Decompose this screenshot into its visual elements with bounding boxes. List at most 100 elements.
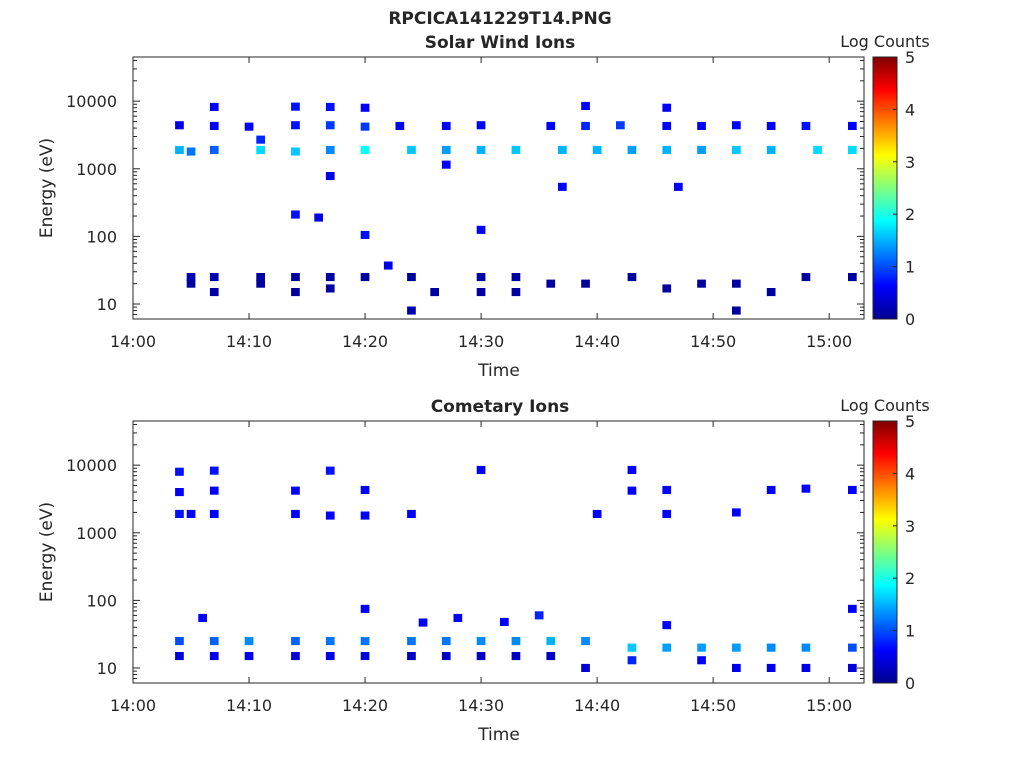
y-ticks: 10 100 1000 10000 [66, 423, 864, 684]
heatmap-cell [662, 643, 672, 652]
heatmap-cell [291, 486, 300, 495]
heatmap-cell [360, 604, 370, 613]
heatmap-cell [732, 663, 741, 672]
colorbar-tick-label: 0 [905, 674, 915, 693]
heatmap-cell [581, 637, 590, 646]
heatmap-cell [209, 121, 219, 130]
heatmap-cell [430, 288, 439, 297]
heatmap-cell [175, 121, 184, 130]
x-tick-label: 14:10 [226, 332, 272, 351]
heatmap-cell [766, 288, 776, 297]
heatmap-cell [662, 121, 672, 130]
x-tick-label: 14:30 [458, 332, 504, 351]
heatmap-cell [662, 284, 672, 293]
heatmap-cell [360, 637, 370, 646]
x-tick-label: 15:00 [806, 696, 852, 715]
heatmap-cell [732, 145, 741, 154]
heatmap-cell [662, 509, 672, 518]
heatmap-cell [407, 652, 416, 661]
heatmap-cell [291, 121, 300, 130]
heatmap-cell [209, 273, 219, 282]
heatmap-cell [244, 122, 254, 131]
heatmap-cell [383, 261, 393, 270]
plot-frame [132, 56, 865, 320]
heatmap-cell [407, 145, 416, 154]
heatmap-cell [476, 273, 486, 282]
y-tick-label: 1000 [76, 160, 117, 179]
heatmap-cell [209, 652, 219, 661]
heatmap-cell [511, 273, 521, 282]
x-tick-label: 14:40 [574, 696, 620, 715]
x-tick-label: 14:20 [342, 696, 388, 715]
plot-frame [132, 420, 865, 684]
heatmap-cell [360, 103, 370, 112]
x-tick-label: 14:30 [458, 696, 504, 715]
heatmap-cell [848, 604, 857, 613]
heatmap-cell [291, 288, 300, 297]
heatmap-cell [360, 122, 370, 131]
colorbar [872, 56, 898, 320]
heatmap-cell [175, 145, 184, 154]
heatmap-cell [627, 643, 637, 652]
y-tick-label: 100 [86, 591, 117, 610]
heatmap-cell [500, 617, 509, 626]
heatmap-cell [209, 288, 219, 297]
heatmap-cell [256, 279, 265, 288]
heatmap-cell [325, 102, 335, 111]
heatmap-cell [209, 102, 219, 111]
heatmap-cell [476, 225, 486, 234]
x-axis-label: Time [477, 361, 520, 381]
heatmap-cell [581, 279, 590, 288]
heatmap-cell [325, 637, 335, 646]
heatmap-cell [360, 273, 370, 282]
heatmap-cell [291, 652, 300, 661]
colorbar-tick-label: 2 [905, 569, 915, 588]
heatmap-cell [581, 663, 590, 672]
heatmap-cell [325, 466, 335, 475]
heatmap-cell [291, 509, 300, 518]
heatmap-cell [616, 121, 625, 130]
heatmap-cell [325, 145, 335, 154]
heatmap-cell [175, 467, 184, 476]
heatmap-cell [848, 663, 857, 672]
colorbar-tick-label: 1 [905, 258, 915, 277]
x-tick-label: 14:00 [110, 332, 156, 351]
y-tick-label: 1000 [76, 524, 117, 543]
heatmap-cell [441, 160, 451, 169]
x-tick-label: 14:50 [690, 332, 736, 351]
heatmap-cell [627, 273, 637, 282]
heatmap-cell [325, 284, 335, 293]
heatmap-cell [511, 288, 521, 297]
heatmap-cell [662, 145, 672, 154]
heatmap-cell [407, 306, 416, 315]
heatmap-cell [186, 279, 196, 288]
heatmap-cell [441, 637, 451, 646]
heatmap-cell [175, 637, 184, 646]
panel-title: Cometary Ions [431, 397, 570, 417]
heatmap-cell [291, 273, 300, 282]
heatmap-cell [360, 230, 370, 239]
heatmap-cell [558, 182, 567, 191]
heatmap-cell [592, 509, 602, 518]
heatmap-cell [697, 643, 706, 652]
heatmap-cell [801, 121, 811, 130]
heatmap-cell [198, 613, 207, 622]
heatmap-cell [175, 652, 184, 661]
heatmap-cell [627, 656, 637, 665]
heatmap-cell [407, 273, 416, 282]
heatmap-cell [766, 121, 776, 130]
heatmap-cell [766, 485, 776, 494]
heatmap-cell [186, 147, 196, 156]
heatmap-cell [697, 656, 706, 665]
colorbar-label: Log Counts [840, 396, 930, 415]
x-axis-label: Time [477, 725, 520, 745]
heatmap-cell [314, 213, 323, 222]
heatmap-cell [581, 121, 590, 130]
heatmap-cell [662, 621, 672, 630]
heatmap-cell [244, 652, 254, 661]
heatmap-cell [848, 121, 857, 130]
heatmap-cell [592, 145, 602, 154]
heatmap-cell [813, 145, 822, 154]
heatmap-cell [256, 135, 265, 144]
heatmap-cell [848, 485, 857, 494]
